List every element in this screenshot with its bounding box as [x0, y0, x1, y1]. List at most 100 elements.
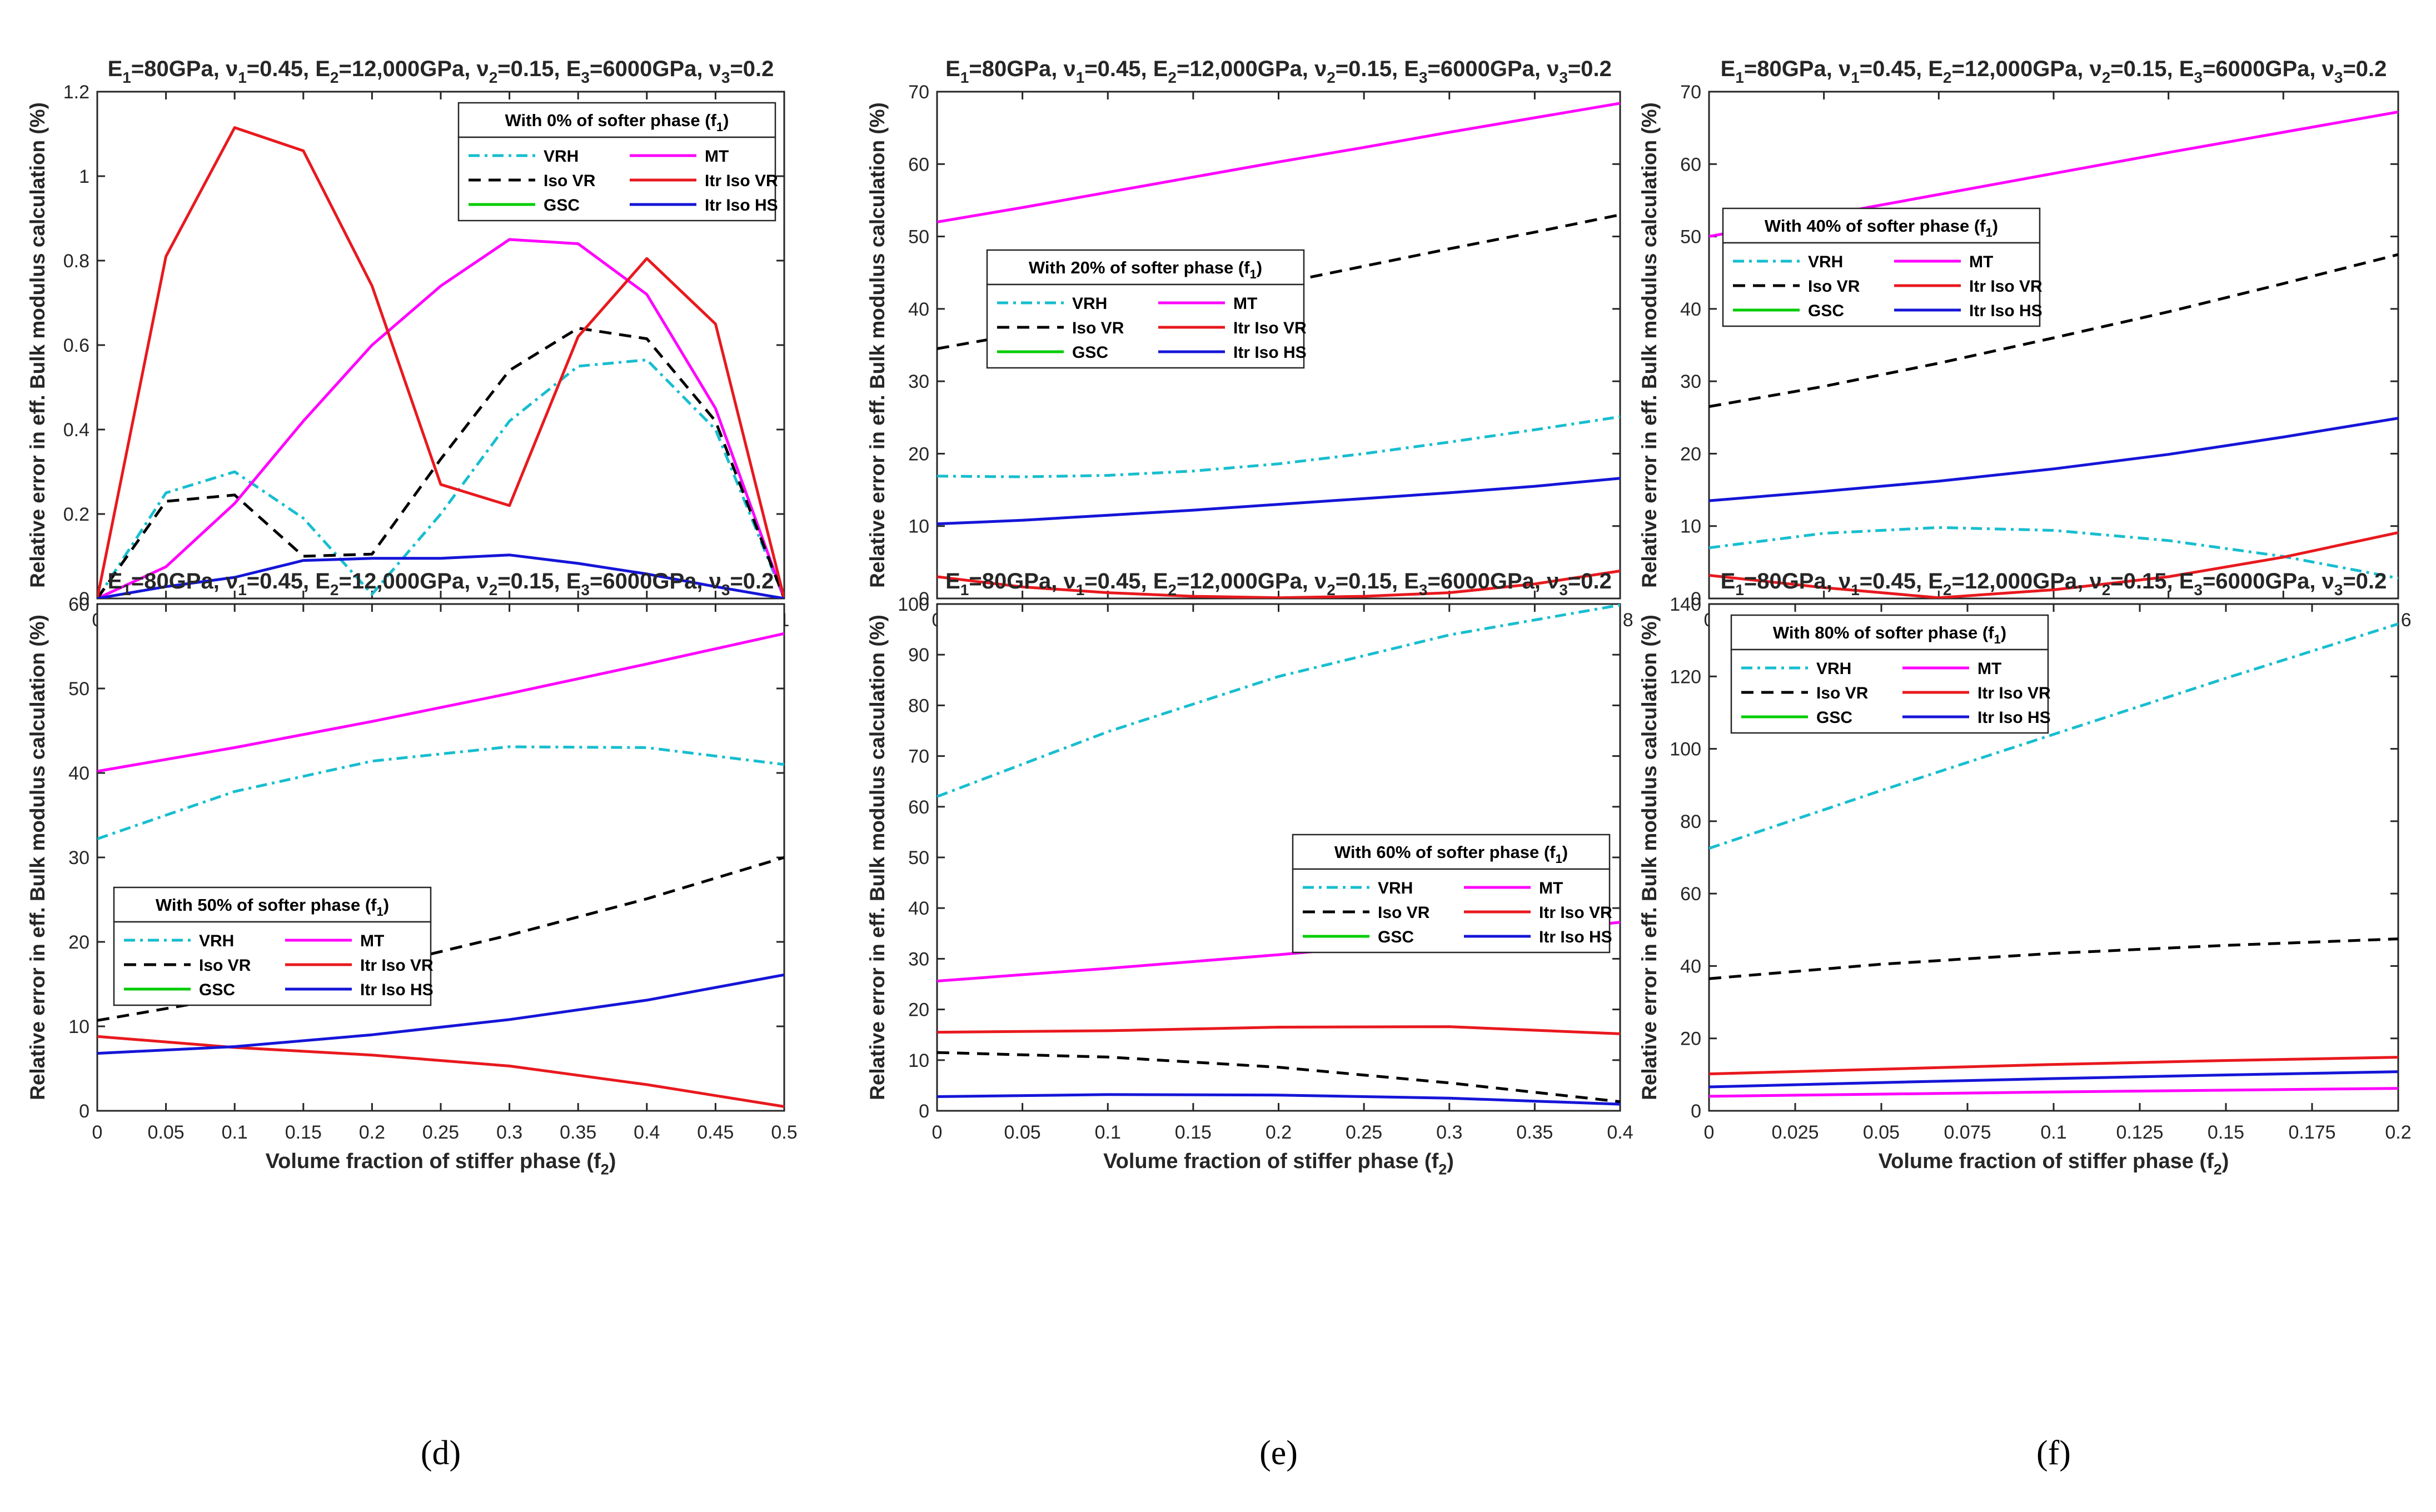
x-tick-label: 0.3	[1436, 1122, 1462, 1143]
y-tick-label: 30	[68, 847, 89, 869]
y-tick-label: 70	[908, 746, 929, 767]
chart-title: E1=80GPa, ν1=0.45, E2=12,000GPa, ν2=0.15…	[108, 57, 774, 86]
x-tick-label: 0.25	[422, 1122, 459, 1143]
y-tick-label: 30	[908, 371, 929, 392]
chart-title: E1=80GPa, ν1=0.45, E2=12,000GPa, ν2=0.15…	[1721, 57, 2387, 86]
x-tick-label: 0.15	[2208, 1122, 2244, 1143]
x-tick-label: 0.2	[2385, 1122, 2411, 1143]
chart-title: E1=80GPa, ν1=0.45, E2=12,000GPa, ν2=0.15…	[1721, 569, 2387, 598]
series-line-itr-iso-vr	[937, 570, 1620, 598]
y-tick-label: 0	[79, 1101, 89, 1122]
legend: With 50% of softer phase (f1) VRH MT Iso VR…	[113, 886, 434, 1006]
legend-entry: GSC	[199, 981, 235, 999]
series-line-mt	[97, 632, 784, 773]
y-tick-label: 60	[908, 154, 929, 175]
y-tick-label: 140	[1670, 594, 1701, 615]
x-tick-label: 0.05	[148, 1122, 185, 1143]
chart-panel-b: E1=80GPa, ν1=0.45, E2=12,000GPa, ν2=0.15…	[866, 57, 1633, 738]
y-axis-label: Relative error in eff. Bulk modulus calc…	[866, 615, 889, 1100]
legend-entry: VRH	[1378, 879, 1413, 897]
y-tick-label: 60	[908, 797, 929, 818]
legend-entry: MT	[1233, 295, 1257, 313]
legend-entry: Itr Iso HS	[1539, 928, 1612, 946]
legend-title: With 40% of softer phase (f1)	[1765, 216, 1998, 239]
axes-frame	[1708, 91, 2399, 600]
series-line-itr-iso-vr	[97, 126, 784, 598]
x-tick-label: 0.15	[1175, 1122, 1212, 1143]
series-line-itr-iso-hs	[1709, 417, 2398, 502]
y-tick-label: 40	[1680, 299, 1701, 320]
y-tick-label: 0	[919, 588, 929, 610]
legend-entry: Iso VR	[1072, 319, 1124, 337]
legend-entry: MT	[1539, 879, 1563, 897]
legend-entry: Iso VR	[1808, 277, 1860, 296]
series-line-itr-iso-vr	[937, 1025, 1620, 1035]
x-tick-label: 0.3	[496, 1122, 522, 1143]
y-tick-label: 50	[908, 847, 929, 869]
legend-entry: GSC	[1816, 708, 1852, 727]
y-tick-label: 20	[1680, 443, 1701, 465]
x-tick-label: 0	[932, 1122, 943, 1143]
legend-title: With 20% of softer phase (f1)	[1029, 258, 1262, 281]
legend-entry: GSC	[544, 196, 580, 214]
x-tick-label: 0.35	[1516, 1122, 1553, 1143]
panel-caption: (d)	[421, 1434, 461, 1472]
legend-entry: VRH	[199, 932, 234, 950]
y-tick-label: 10	[908, 1050, 929, 1071]
series-line-vrh	[937, 415, 1620, 478]
y-tick-label: 1.2	[63, 82, 89, 103]
y-axis-label: Relative error in eff. Bulk modulus calc…	[1638, 102, 1661, 588]
chart-panel-f: E1=80GPa, ν1=0.45, E2=12,000GPa, ν2=0.15…	[1638, 569, 2412, 1472]
chart-title: E1=80GPa, ν1=0.45, E2=12,000GPa, ν2=0.15…	[108, 569, 774, 598]
series-line-vrh	[1709, 622, 2398, 850]
legend-entry: GSC	[1808, 302, 1844, 320]
y-tick-label: 80	[1680, 811, 1701, 832]
chart-panel-a: E1=80GPa, ν1=0.45, E2=12,000GPa, ν2=0.15…	[26, 57, 789, 738]
legend-entry: Iso VR	[199, 956, 251, 975]
legend-title-box	[1292, 834, 1611, 870]
x-tick-label: 0.35	[560, 1122, 596, 1143]
y-tick-label: 60	[1680, 154, 1701, 175]
series-line-itr-iso-vr	[1709, 531, 2398, 598]
y-tick-label: 0	[919, 1101, 929, 1122]
y-tick-label: 30	[908, 949, 929, 970]
y-tick-label: 40	[68, 763, 89, 784]
series-line-iso-vr	[1709, 937, 2398, 980]
y-tick-label: 60	[1680, 884, 1701, 905]
y-tick-label: 10	[908, 516, 929, 537]
y-tick-label: 50	[908, 227, 929, 248]
legend-title-box	[113, 886, 432, 923]
legend-entry: Itr Iso HS	[1977, 708, 2051, 727]
series-line-itr-iso-hs	[97, 973, 784, 1055]
series-line-itr-iso-hs	[1709, 1070, 2398, 1089]
y-tick-label: 20	[908, 1000, 929, 1021]
series-line-iso-vr	[937, 1051, 1620, 1104]
chart-title: E1=80GPa, ν1=0.45, E2=12,000GPa, ν2=0.15…	[945, 569, 1612, 598]
series-line-vrh	[97, 358, 784, 598]
legend-title: With 60% of softer phase (f1)	[1334, 842, 1568, 866]
y-tick-label: 30	[1680, 371, 1701, 392]
axes-frame	[96, 603, 785, 1112]
legend-title: With 80% of softer phase (f1)	[1773, 623, 2006, 646]
series-group	[97, 632, 784, 1108]
legend-title: With 50% of softer phase (f1)	[156, 895, 389, 919]
y-tick-label: 100	[898, 594, 929, 615]
x-axis-label: Volume fraction of stiffer phase (f2)	[1103, 1150, 1454, 1177]
legend-entry: Iso VR	[1378, 904, 1430, 922]
legend-entry: Itr Iso VR	[1977, 684, 2051, 702]
y-tick-label: 40	[908, 898, 929, 919]
panel-caption: (e)	[1259, 1434, 1298, 1472]
y-tick-label: 10	[1680, 516, 1701, 537]
series-line-vrh	[937, 604, 1620, 798]
chart-panel-e: E1=80GPa, ν1=0.45, E2=12,000GPa, ν2=0.15…	[866, 569, 1633, 1472]
x-tick-label: 0.2	[359, 1122, 385, 1143]
x-tick-label: 0.4	[1607, 1122, 1633, 1143]
legend-entry: Iso VR	[1816, 684, 1869, 702]
x-tick-label: 0.075	[1944, 1122, 1991, 1143]
series-line-itr-iso-vr	[97, 1035, 784, 1108]
legend-entry: MT	[705, 147, 729, 166]
legend-entry: Itr Iso VR	[705, 172, 778, 190]
series-line-iso-vr	[97, 327, 784, 598]
y-tick-label: 40	[908, 299, 929, 320]
panel-caption: (f)	[2036, 1434, 2071, 1472]
